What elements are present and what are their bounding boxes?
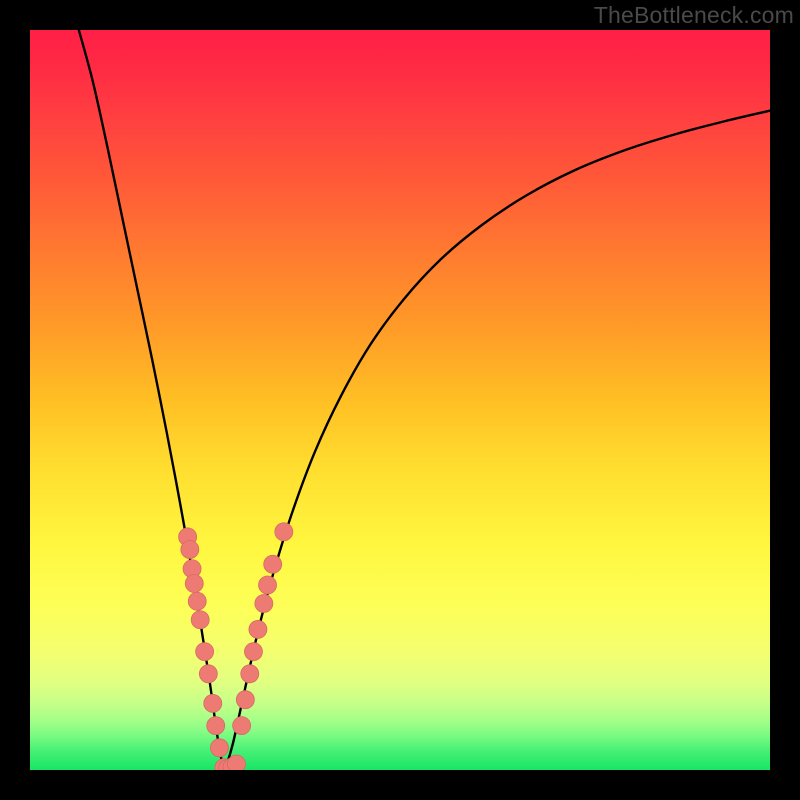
data-marker [204, 694, 222, 712]
data-marker [185, 575, 203, 593]
data-marker [259, 576, 277, 594]
data-marker [249, 620, 267, 638]
data-marker [210, 739, 228, 757]
data-marker [196, 643, 214, 661]
watermark-text: TheBottleneck.com [594, 2, 794, 29]
data-marker [255, 595, 273, 613]
data-marker [264, 555, 282, 573]
bottleneck-chart [0, 0, 800, 800]
data-marker [241, 665, 259, 683]
figure-root: TheBottleneck.com [0, 0, 800, 800]
data-marker [236, 691, 254, 709]
data-marker [233, 717, 251, 735]
data-marker [275, 523, 293, 541]
data-marker [244, 643, 262, 661]
data-marker [181, 540, 199, 558]
plot-gradient-background [30, 30, 770, 770]
data-marker [207, 717, 225, 735]
data-marker [188, 592, 206, 610]
data-marker [199, 665, 217, 683]
data-marker [191, 611, 209, 629]
